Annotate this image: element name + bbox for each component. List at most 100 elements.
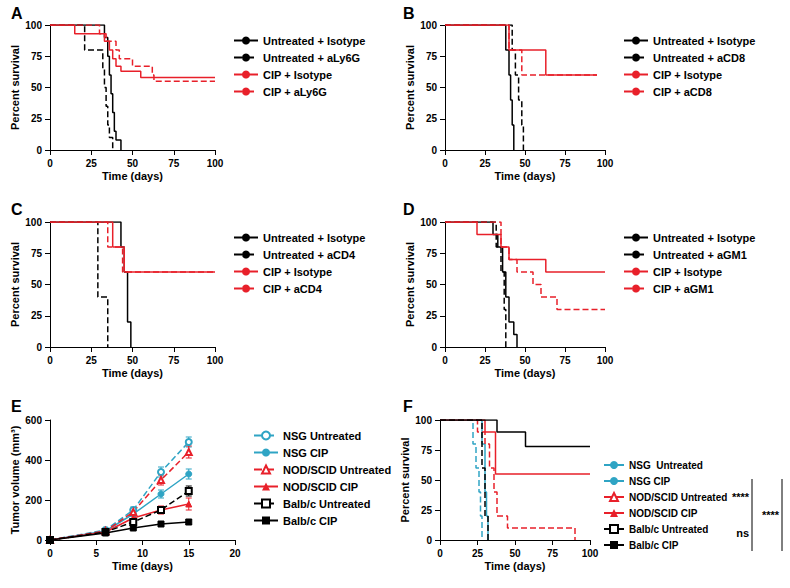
svg-text:25: 25	[31, 113, 43, 124]
svg-text:Untreated + Isotype: Untreated + Isotype	[653, 35, 755, 47]
svg-text:0: 0	[47, 355, 53, 366]
svg-text:Time (days): Time (days)	[495, 367, 556, 379]
svg-text:100: 100	[207, 355, 224, 366]
svg-text:75: 75	[426, 51, 438, 62]
svg-text:CIP + aLy6G: CIP + aLy6G	[263, 86, 327, 98]
svg-text:F: F	[403, 398, 413, 415]
svg-text:5: 5	[93, 548, 99, 559]
svg-text:Untreated + aGM1: Untreated + aGM1	[653, 249, 747, 261]
svg-text:50: 50	[519, 355, 531, 366]
svg-text:0: 0	[437, 548, 443, 559]
svg-text:Time (days): Time (days)	[102, 367, 163, 379]
svg-text:0: 0	[36, 342, 42, 353]
svg-text:25: 25	[479, 355, 491, 366]
svg-text:0: 0	[442, 355, 448, 366]
svg-text:****: ****	[732, 491, 750, 503]
svg-text:100: 100	[420, 20, 437, 31]
svg-text:75: 75	[559, 158, 571, 169]
svg-text:100: 100	[415, 415, 432, 426]
svg-text:Time (days): Time (days)	[495, 170, 556, 182]
svg-text:0: 0	[431, 342, 437, 353]
svg-text:CIP + Isotype: CIP + Isotype	[653, 266, 722, 278]
svg-text:0: 0	[431, 145, 437, 156]
svg-text:50: 50	[519, 158, 531, 169]
svg-text:Balb/c Untreated: Balb/c Untreated	[629, 524, 708, 535]
svg-text:0: 0	[36, 145, 42, 156]
svg-text:15: 15	[183, 548, 195, 559]
svg-text:Balb/c CIP: Balb/c CIP	[629, 540, 679, 551]
svg-text:0: 0	[47, 158, 53, 169]
svg-text:50: 50	[127, 355, 139, 366]
svg-text:100: 100	[207, 158, 224, 169]
svg-text:75: 75	[559, 355, 571, 366]
svg-text:75: 75	[31, 51, 43, 62]
svg-text:100: 100	[420, 217, 437, 228]
svg-text:25: 25	[479, 158, 491, 169]
svg-text:Balb/c Untreated: Balb/c Untreated	[283, 498, 370, 510]
svg-text:D: D	[403, 201, 415, 218]
svg-text:B: B	[403, 5, 415, 22]
svg-text:10: 10	[137, 548, 149, 559]
svg-text:75: 75	[168, 355, 180, 366]
svg-text:Percent survival: Percent survival	[399, 438, 411, 523]
svg-text:CIP + aCD4: CIP + aCD4	[263, 283, 323, 295]
svg-text:Untreated + aCD4: Untreated + aCD4	[263, 249, 356, 261]
svg-text:75: 75	[426, 248, 438, 259]
svg-text:25: 25	[472, 548, 484, 559]
svg-text:A: A	[11, 5, 23, 22]
svg-text:Time (days): Time (days)	[102, 170, 163, 182]
svg-text:50: 50	[31, 279, 43, 290]
svg-text:CIP + Isotype: CIP + Isotype	[263, 266, 332, 278]
svg-text:50: 50	[426, 279, 438, 290]
svg-text:50: 50	[509, 548, 521, 559]
svg-text:25: 25	[421, 505, 433, 516]
svg-text:0: 0	[442, 158, 448, 169]
svg-text:75: 75	[168, 158, 180, 169]
svg-text:50: 50	[426, 82, 438, 93]
svg-text:0: 0	[36, 535, 42, 546]
svg-text:CIP + Isotype: CIP + Isotype	[263, 69, 332, 81]
svg-text:Untreated + Isotype: Untreated + Isotype	[263, 35, 365, 47]
svg-text:CIP + aGM1: CIP + aGM1	[653, 283, 714, 295]
svg-text:100: 100	[25, 217, 42, 228]
svg-text:ns: ns	[736, 527, 749, 539]
svg-text:75: 75	[31, 248, 43, 259]
svg-text:Time (days): Time (days)	[485, 560, 546, 572]
svg-text:0: 0	[426, 535, 432, 546]
svg-text:100: 100	[597, 355, 614, 366]
svg-text:20: 20	[229, 548, 241, 559]
svg-text:****: ****	[762, 509, 780, 521]
svg-text:C: C	[11, 201, 23, 218]
svg-text:E: E	[11, 398, 22, 415]
svg-text:Percent survival: Percent survival	[9, 45, 21, 130]
svg-text:50: 50	[127, 158, 139, 169]
svg-text:50: 50	[421, 475, 433, 486]
svg-text:Percent survival: Percent survival	[404, 45, 416, 130]
svg-text:Untreated + aCD8: Untreated + aCD8	[653, 52, 745, 64]
svg-text:200: 200	[25, 495, 42, 506]
svg-text:Time (days): Time (days)	[112, 560, 173, 572]
svg-text:Balb/c CIP: Balb/c CIP	[283, 515, 337, 527]
svg-text:25: 25	[86, 158, 98, 169]
svg-text:25: 25	[426, 113, 438, 124]
svg-text:NOD/SCID CIP: NOD/SCID CIP	[629, 508, 698, 519]
svg-text:CIP + Isotype: CIP + Isotype	[653, 69, 722, 81]
svg-text:Tumor volume (mm³): Tumor volume (mm³)	[9, 425, 21, 534]
svg-text:600: 600	[25, 415, 42, 426]
svg-text:400: 400	[25, 455, 42, 466]
svg-text:25: 25	[426, 310, 438, 321]
svg-text:NSG Untreated: NSG Untreated	[629, 460, 703, 471]
svg-text:0: 0	[47, 548, 53, 559]
svg-text:Untreated + aLy6G: Untreated + aLy6G	[263, 52, 360, 64]
svg-text:100: 100	[582, 548, 599, 559]
svg-text:NSG CIP: NSG CIP	[283, 447, 328, 459]
svg-text:Percent survival: Percent survival	[404, 242, 416, 327]
svg-text:NOD/SCID Untreated: NOD/SCID Untreated	[629, 492, 727, 503]
svg-text:NSG CIP: NSG CIP	[629, 476, 670, 487]
svg-text:50: 50	[31, 82, 43, 93]
svg-text:100: 100	[25, 20, 42, 31]
svg-text:75: 75	[421, 445, 433, 456]
svg-text:25: 25	[31, 310, 43, 321]
svg-text:NSG Untreated: NSG Untreated	[283, 430, 361, 442]
svg-text:25: 25	[86, 355, 98, 366]
